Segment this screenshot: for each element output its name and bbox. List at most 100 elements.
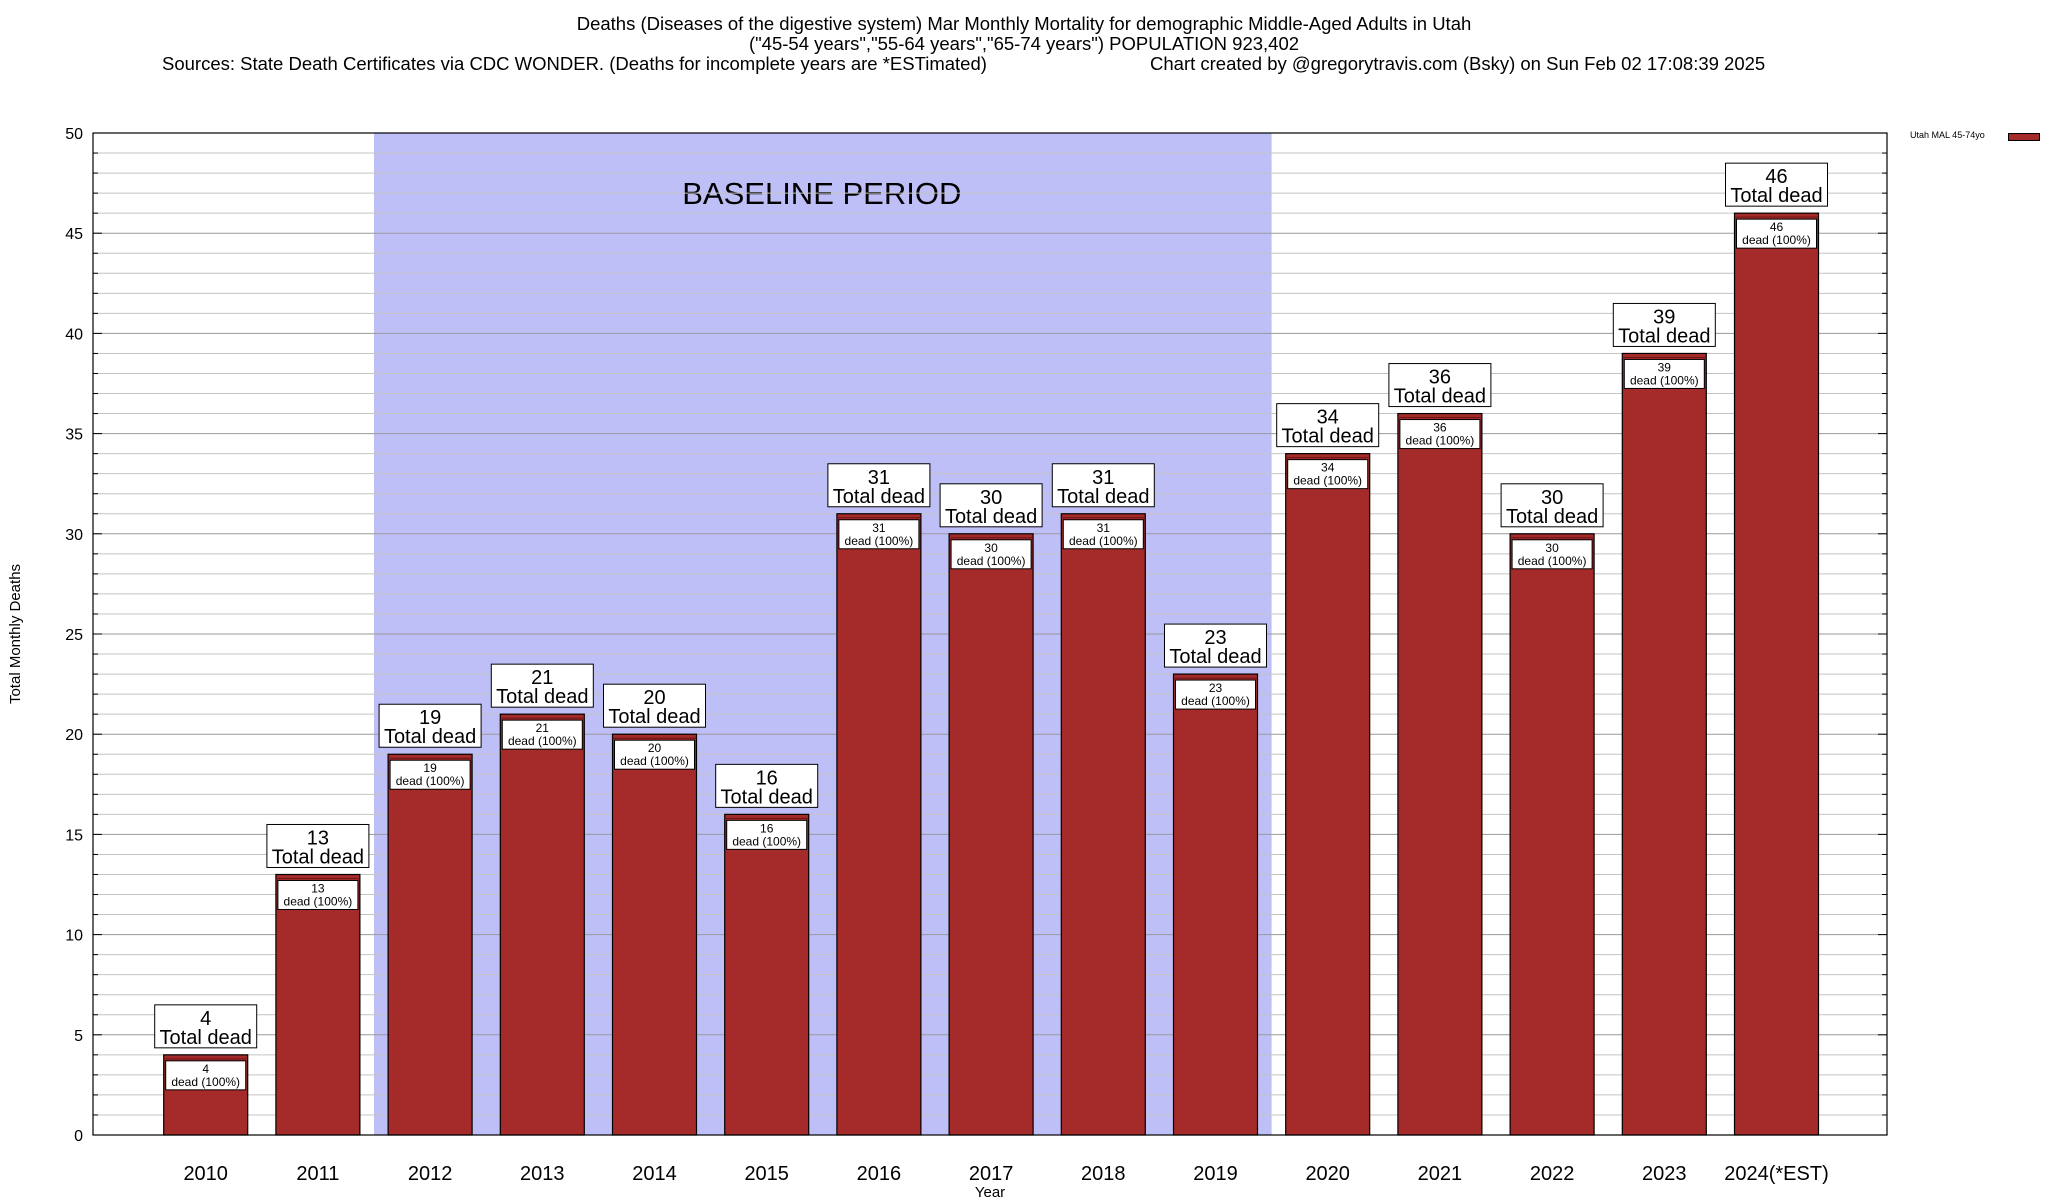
inner-label-text: dead (100%) <box>845 534 914 548</box>
total-label-text: Total dead <box>945 506 1037 528</box>
inner-label-text: dead (100%) <box>957 554 1026 568</box>
y-tick-label: 40 <box>65 326 83 343</box>
inner-label-value: 46 <box>1770 220 1784 234</box>
total-label-value: 19 <box>419 707 441 729</box>
inner-label-value: 39 <box>1658 360 1672 374</box>
bar <box>1509 533 1595 1136</box>
inner-label-text: dead (100%) <box>508 734 577 748</box>
x-tick-label: 2013 <box>520 1163 565 1185</box>
total-label-box <box>827 463 931 508</box>
inner-label-value: 4 <box>202 1062 209 1076</box>
total-label-value: 31 <box>1092 467 1114 489</box>
inner-label-box <box>614 739 695 770</box>
x-tick-label: 2010 <box>183 1163 228 1185</box>
inner-label-value: 36 <box>1433 421 1447 435</box>
inner-label-text: dead (100%) <box>1518 554 1587 568</box>
y-tick-label: 45 <box>65 226 83 243</box>
total-label-text: Total dead <box>833 486 925 508</box>
inner-label-value: 23 <box>1209 681 1223 695</box>
inner-label-box <box>1736 218 1817 249</box>
y-tick-label: 0 <box>74 1128 83 1145</box>
inner-label-text: dead (100%) <box>1181 694 1250 708</box>
inner-label-box <box>165 1060 247 1091</box>
total-label-value: 16 <box>756 767 778 789</box>
total-label-value: 46 <box>1765 166 1787 188</box>
total-label-text: Total dead <box>1730 185 1822 207</box>
x-axis-title: Year <box>975 1184 1005 1200</box>
inner-label-text: dead (100%) <box>171 1075 240 1089</box>
inner-label-value: 30 <box>984 541 998 555</box>
chart-credit: Chart created by @gregorytravis.com (Bsk… <box>1150 53 1766 74</box>
total-label-text: Total dead <box>1057 486 1149 508</box>
plot-frame <box>92 132 1888 1136</box>
total-label-value: 34 <box>1317 407 1339 429</box>
total-label-box <box>1276 403 1380 448</box>
x-tick-label: 2011 <box>296 1163 339 1185</box>
y-tick-label: 5 <box>74 1028 83 1045</box>
bar <box>499 713 585 1136</box>
inner-label-text: dead (100%) <box>1069 534 1138 548</box>
inner-label-text: dead (100%) <box>732 834 801 848</box>
inner-label-value: 31 <box>872 521 886 535</box>
bar <box>1397 412 1483 1136</box>
bar <box>948 533 1034 1136</box>
total-label-box <box>1388 363 1492 408</box>
bar <box>1621 352 1707 1136</box>
inner-label-box <box>950 539 1032 570</box>
total-label-value: 30 <box>1541 487 1563 509</box>
x-tick-label: 2021 <box>1418 1163 1463 1185</box>
total-label-value: 13 <box>307 827 329 849</box>
x-tick-label: 2012 <box>408 1163 453 1185</box>
total-label-text: Total dead <box>496 686 588 708</box>
bar <box>1060 513 1146 1136</box>
x-tick-label: 2014 <box>632 1163 677 1185</box>
total-label-text: Total dead <box>272 846 364 868</box>
total-label-value: 30 <box>980 487 1002 509</box>
chart-title: Deaths (Diseases of the digestive system… <box>576 13 1472 34</box>
total-label-box <box>378 703 482 748</box>
y-tick-label: 50 <box>65 126 83 143</box>
bar <box>1172 673 1259 1136</box>
total-label-box <box>1725 162 1828 207</box>
bar <box>611 733 698 1136</box>
inner-label-value: 34 <box>1321 461 1335 475</box>
legend-series-label: Utah MAL 45-74yo <box>1910 130 1985 140</box>
bar <box>387 753 473 1136</box>
inner-label-value: 13 <box>311 881 325 895</box>
inner-label-value: 20 <box>648 741 662 755</box>
inner-label-box <box>1623 358 1705 389</box>
sources-note: Sources: State Death Certificates via CD… <box>162 53 987 74</box>
x-tick-label: 2019 <box>1193 1163 1238 1185</box>
total-label-value: 36 <box>1429 367 1451 389</box>
total-label-box <box>939 483 1043 528</box>
total-label-text: Total dead <box>1618 325 1710 347</box>
inner-label-box <box>1399 419 1481 450</box>
inner-label-box <box>838 519 920 550</box>
x-tick-label: 2023 <box>1642 1163 1687 1185</box>
total-label-value: 4 <box>200 1008 211 1030</box>
x-tick-label: 2024(*EST) <box>1724 1163 1829 1185</box>
inner-label-box <box>1175 679 1256 710</box>
total-label-value: 23 <box>1204 627 1226 649</box>
x-tick-label: 2022 <box>1530 1163 1575 1185</box>
y-tick-label: 30 <box>65 527 83 544</box>
total-label-value: 21 <box>531 667 553 689</box>
total-label-box <box>715 763 819 808</box>
y-tick-label: 35 <box>65 427 83 444</box>
total-label-box <box>490 663 594 708</box>
bar <box>1733 212 1820 1136</box>
inner-label-text: dead (100%) <box>1630 373 1699 387</box>
y-tick-label: 20 <box>65 727 83 744</box>
inner-label-text: dead (100%) <box>284 894 353 908</box>
chart-subtitle: ("45-54 years","55-64 years","65-74 year… <box>748 33 1300 54</box>
inner-label-box <box>277 879 359 910</box>
legend-swatch <box>2008 133 2040 141</box>
bar <box>724 813 810 1136</box>
total-label-value: 20 <box>643 687 665 709</box>
inner-label-text: dead (100%) <box>396 774 465 788</box>
total-label-box <box>266 823 370 868</box>
inner-label-box <box>1287 459 1369 490</box>
total-label-box <box>1164 623 1267 668</box>
inner-label-text: dead (100%) <box>1406 434 1475 448</box>
